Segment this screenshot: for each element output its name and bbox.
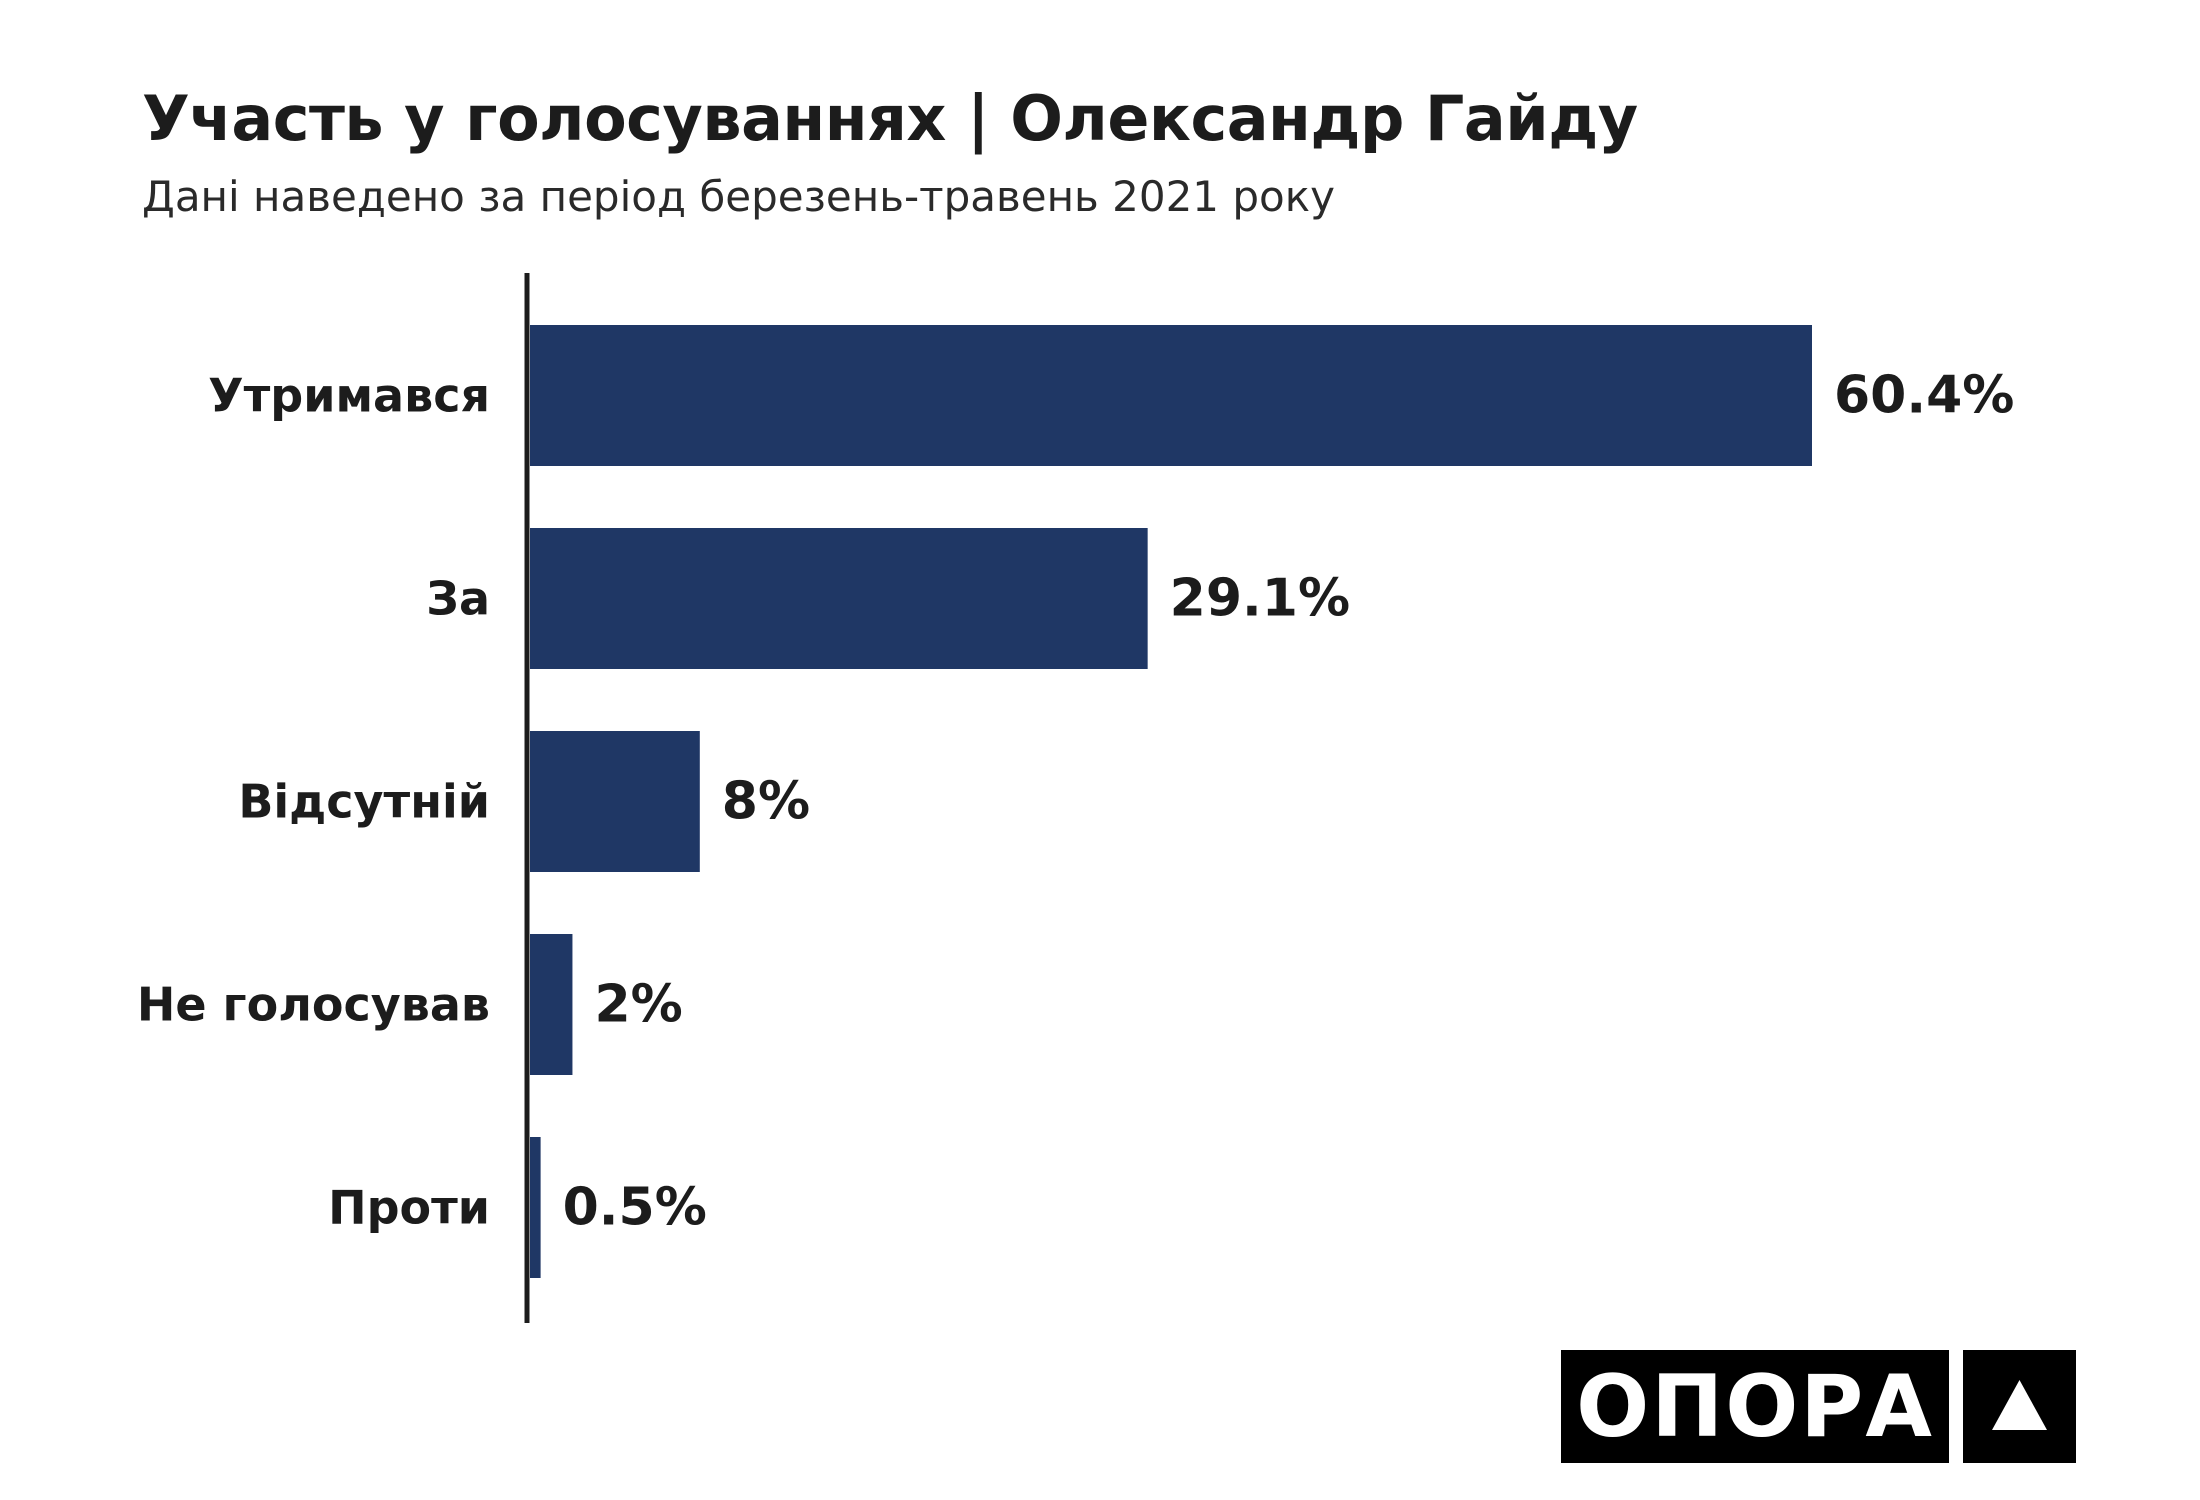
triangle-up-icon [1992,1380,2047,1430]
value-label-4: 0.5% [563,1178,707,1238]
category-label-1: За [426,572,490,626]
logo-triangle-box [1963,1350,2076,1463]
bar-1 [530,528,1148,669]
bar-0 [530,325,1812,466]
chart-subtitle: Дані наведено за період березень-травень… [142,172,1335,221]
bar-4 [530,1137,541,1278]
logo-text: ОПОРА [1576,1356,1934,1457]
opora-logo: ОПОРА [1561,1350,1949,1463]
category-label-0: Утримався [208,369,490,423]
labels-group: Утримався 60.4% За 29.1% Відсутній 8% Не голос… [137,366,2015,1238]
bars-group [530,325,1812,1278]
bar-3 [530,934,573,1075]
value-label-1: 29.1% [1170,569,1350,629]
value-label-3: 2% [594,975,682,1035]
category-label-4: Проти [328,1181,490,1235]
value-label-0: 60.4% [1834,366,2014,426]
value-label-2: 8% [722,772,810,832]
category-label-3: Не голосував [137,978,490,1032]
chart-title: Участь у голосуваннях | Олександр Гайду [142,82,1638,155]
bar-2 [530,731,700,872]
category-label-2: Відсутній [238,775,490,829]
